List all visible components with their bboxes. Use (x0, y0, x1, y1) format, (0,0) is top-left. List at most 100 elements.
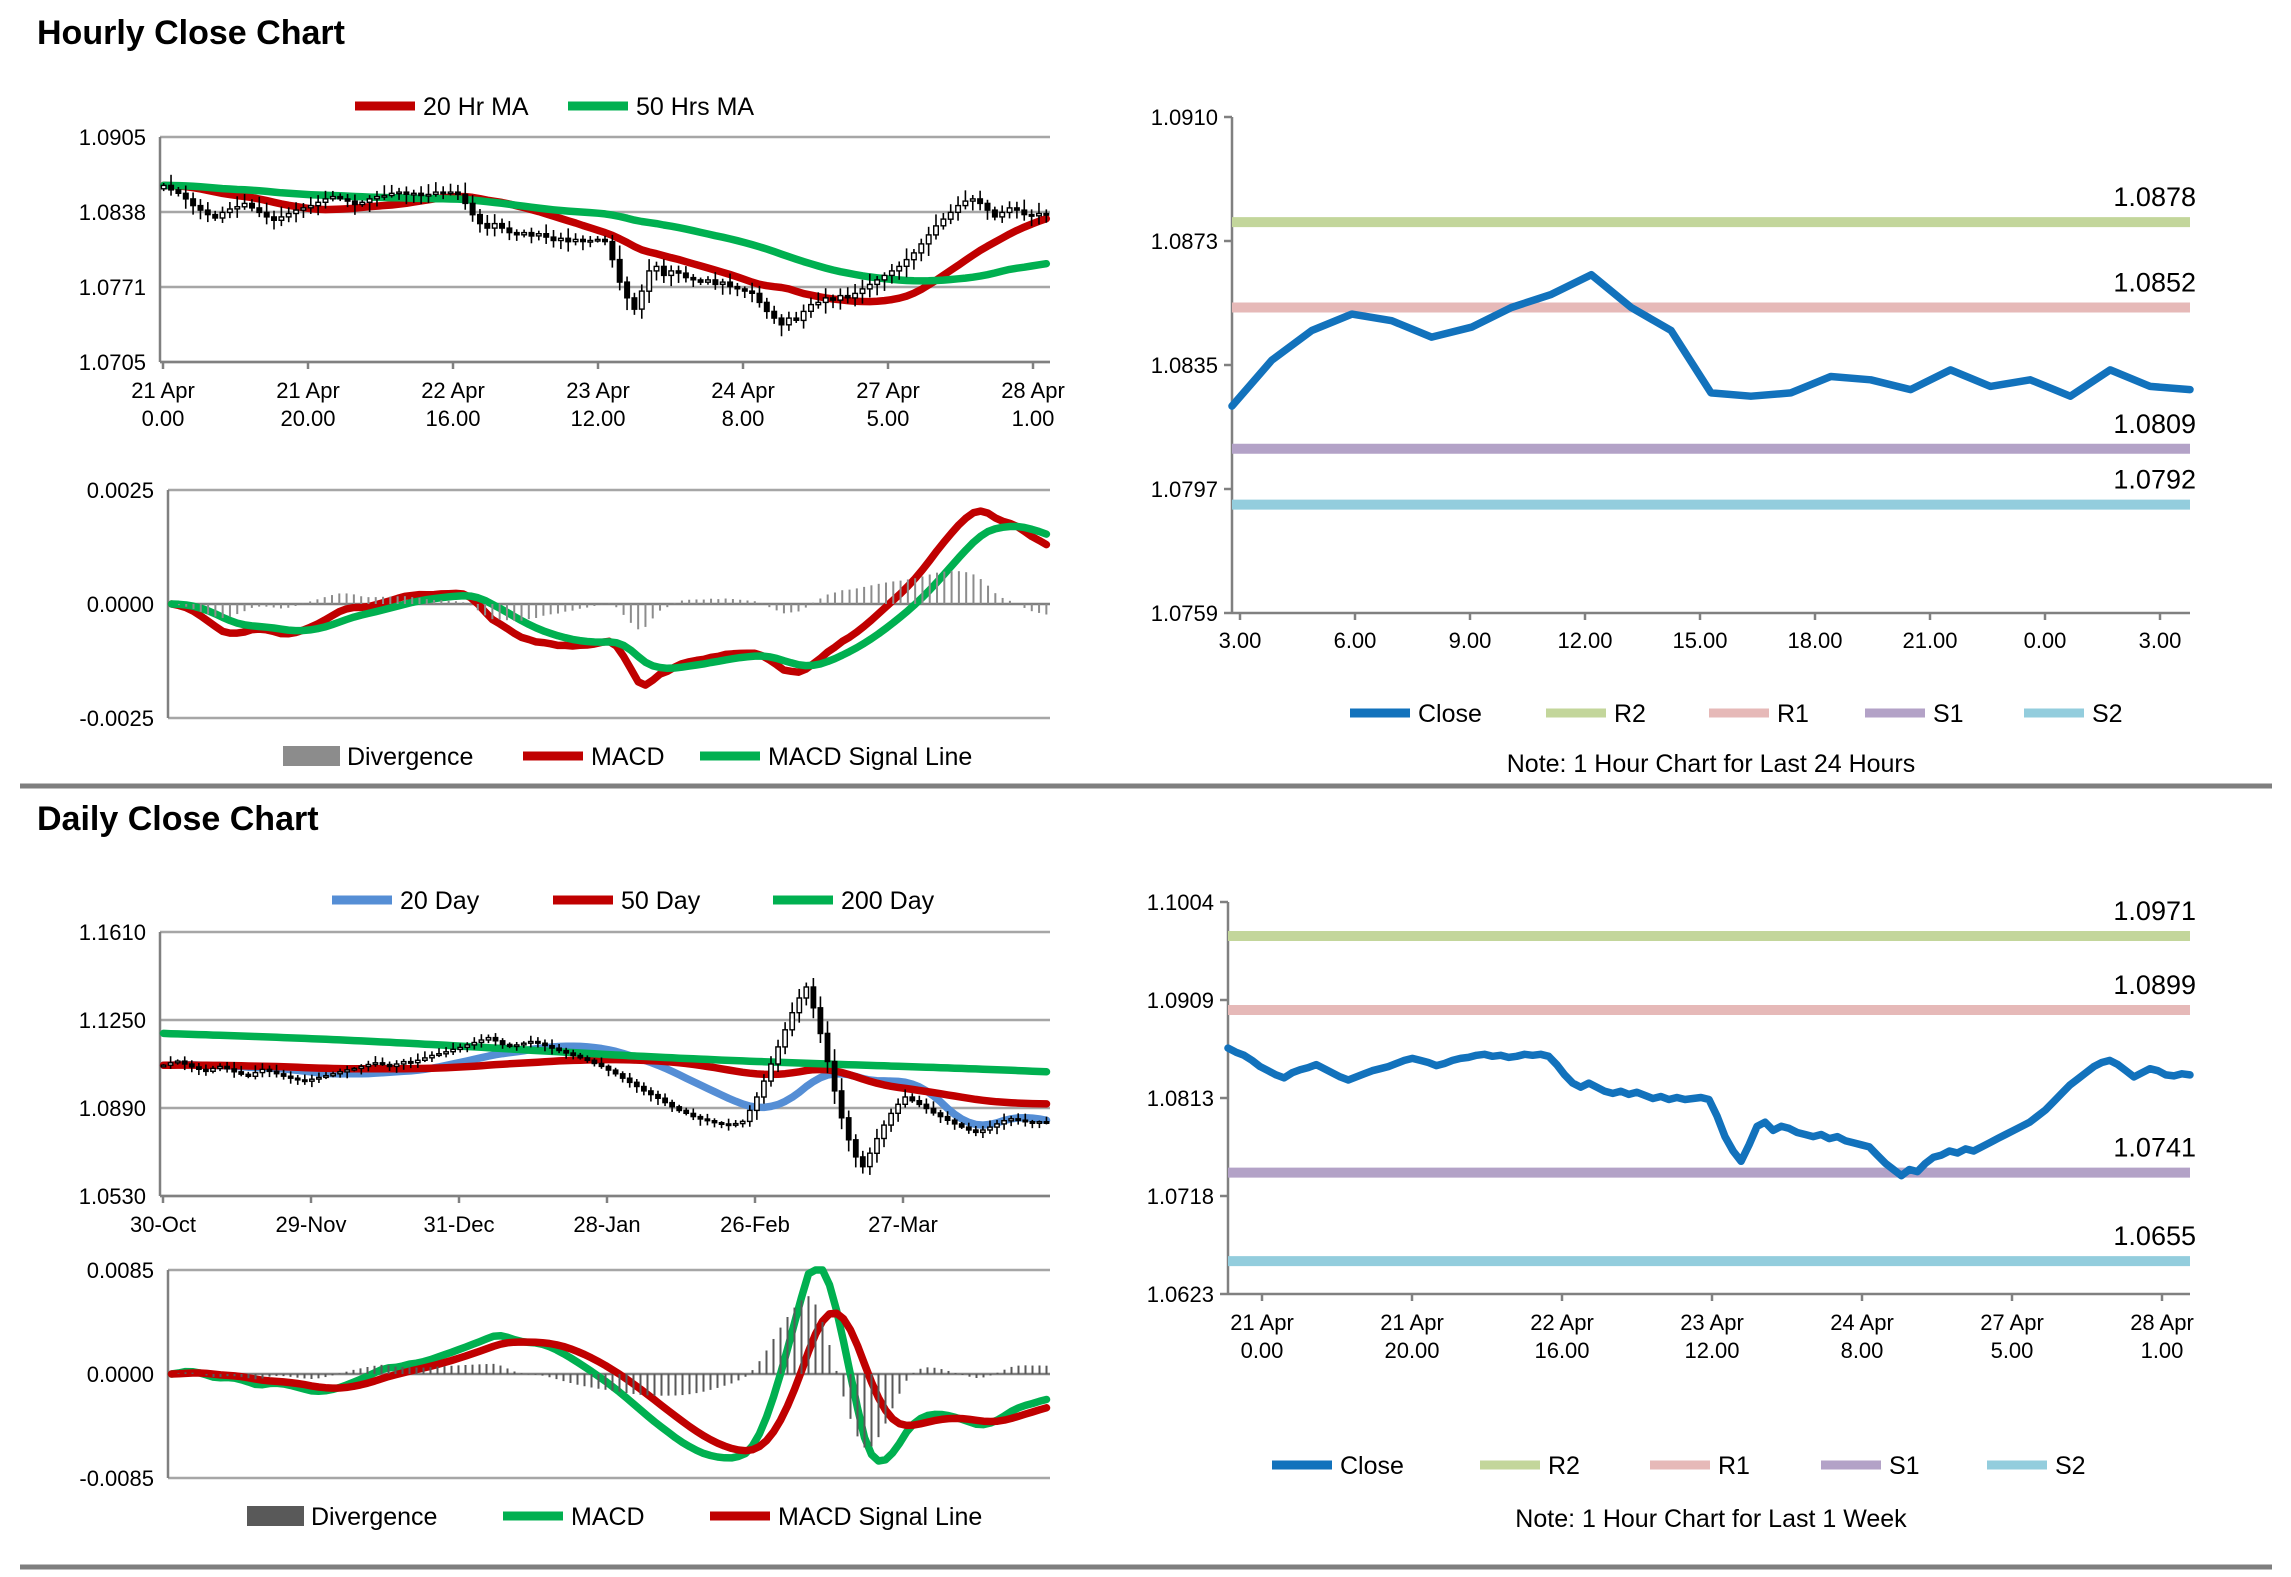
candle-body (212, 213, 219, 219)
candle-body (471, 1041, 478, 1046)
candle-body (888, 1112, 895, 1126)
y-tick-label: 1.0909 (1147, 988, 1214, 1013)
candle-body (414, 1059, 421, 1064)
candle-body (256, 207, 263, 214)
y-tick-label: 1.1250 (79, 1008, 146, 1033)
y-tick-label: 0.0085 (87, 1258, 154, 1283)
candle-body (984, 202, 991, 211)
legend-label-Divergence: Divergence (347, 743, 473, 771)
legend-label-50 Hrs MA: 50 Hrs MA (636, 93, 754, 121)
candle-body (598, 1062, 605, 1068)
candle-body (874, 1137, 880, 1154)
legend-label-Close: Close (1340, 1452, 1404, 1480)
candle-body (418, 192, 425, 197)
candle-body (768, 1063, 774, 1082)
candle-body (830, 297, 837, 301)
candles (160, 174, 1050, 337)
candle-body (365, 1063, 372, 1068)
candle-body (535, 1040, 541, 1044)
hourly-chart-title: Hourly Close Chart (37, 14, 345, 52)
x-tick-label: 28 Apr 1.00 (2130, 1310, 2194, 1363)
candle-body (969, 198, 976, 202)
ma-line-50 Day (159, 1055, 1051, 1108)
candle-body (655, 1093, 661, 1099)
level-label-R2: 1.0971 (2113, 896, 2196, 926)
candle-body (867, 1152, 873, 1168)
candle-body (252, 1071, 259, 1077)
daily-sr-note: Note: 1 Hour Chart for Last 1 Week (1515, 1505, 1907, 1533)
candle-body (638, 290, 645, 310)
candle-body (513, 1044, 520, 1048)
legend-swatch-Divergence (283, 746, 340, 766)
candle-body (741, 288, 748, 292)
candle-body (400, 1060, 407, 1065)
candle-body (852, 1139, 859, 1158)
close-line (1228, 270, 2194, 410)
candle-body (492, 1036, 499, 1042)
candle-body (837, 294, 844, 301)
candle-body (1036, 1120, 1043, 1124)
candle-body (711, 1119, 718, 1124)
daily-macd-chart: 0.0085 0.0000 -0.0085 Divergence MACD MACD Si… (79, 1258, 1051, 1531)
candle-body (294, 1077, 301, 1081)
candle-body (778, 317, 785, 326)
y-tick-label: 0.0025 (87, 478, 154, 503)
candle-body (725, 1123, 732, 1127)
legend-label-S2: S2 (2055, 1452, 2086, 1480)
candle-body (210, 1067, 216, 1073)
candle-body (175, 189, 182, 194)
candle-body (845, 1117, 852, 1141)
candle-body (1001, 1119, 1008, 1125)
candle-body (351, 1067, 358, 1071)
y-tick-label: 1.0530 (79, 1184, 146, 1209)
candle-body (543, 232, 550, 238)
candle-body (782, 1029, 789, 1048)
candle-body (977, 198, 984, 205)
candle-body (972, 1129, 979, 1134)
y-tick-label: 1.0890 (79, 1096, 146, 1121)
ma-line-20 Day (159, 1042, 1051, 1129)
candle-body (182, 192, 189, 200)
candle-body (527, 1040, 534, 1044)
candle-body (454, 191, 461, 196)
x-tick-label: 3.00 (2139, 628, 2182, 653)
candle-body (895, 1103, 902, 1115)
candle-body (815, 301, 822, 306)
x-tick-label: 29-Nov (276, 1212, 347, 1237)
x-tick-label: 21.00 (1902, 628, 1957, 653)
candle-body (923, 1103, 930, 1110)
candle-body (300, 207, 307, 211)
candle-body (844, 294, 851, 299)
candle-body (379, 1062, 386, 1066)
candle-body (641, 1085, 647, 1092)
candle-body (602, 238, 609, 243)
macd-signal-line (167, 1309, 1051, 1455)
candle-body (344, 198, 351, 202)
candle-body (817, 1007, 824, 1035)
candle-body (224, 1065, 230, 1070)
y-tick-label: -0.0025 (79, 706, 154, 731)
ma-line-50 Hrs MA (159, 181, 1051, 285)
candle-body (1008, 1118, 1015, 1122)
candle-body (563, 1049, 570, 1054)
candle-body (217, 1065, 223, 1070)
candle-body (521, 231, 528, 236)
x-tick-label: 15.00 (1672, 628, 1727, 653)
candle-body (718, 1121, 725, 1125)
section-dividers (20, 783, 2272, 1570)
candle-body (930, 1107, 937, 1114)
x-tick-label: 0.00 (2024, 628, 2067, 653)
candle-body (683, 1109, 690, 1115)
candle-body (506, 227, 513, 234)
candle-body (323, 1074, 329, 1079)
candle-body (958, 1123, 965, 1128)
candle-body (775, 1046, 782, 1065)
y-tick-label: 1.0835 (1151, 353, 1218, 378)
candle-body (955, 204, 962, 214)
candle-body (785, 317, 792, 326)
legend-label-200 Day: 200 Day (841, 887, 935, 915)
candle-body (727, 281, 734, 288)
candle-body (462, 193, 469, 205)
